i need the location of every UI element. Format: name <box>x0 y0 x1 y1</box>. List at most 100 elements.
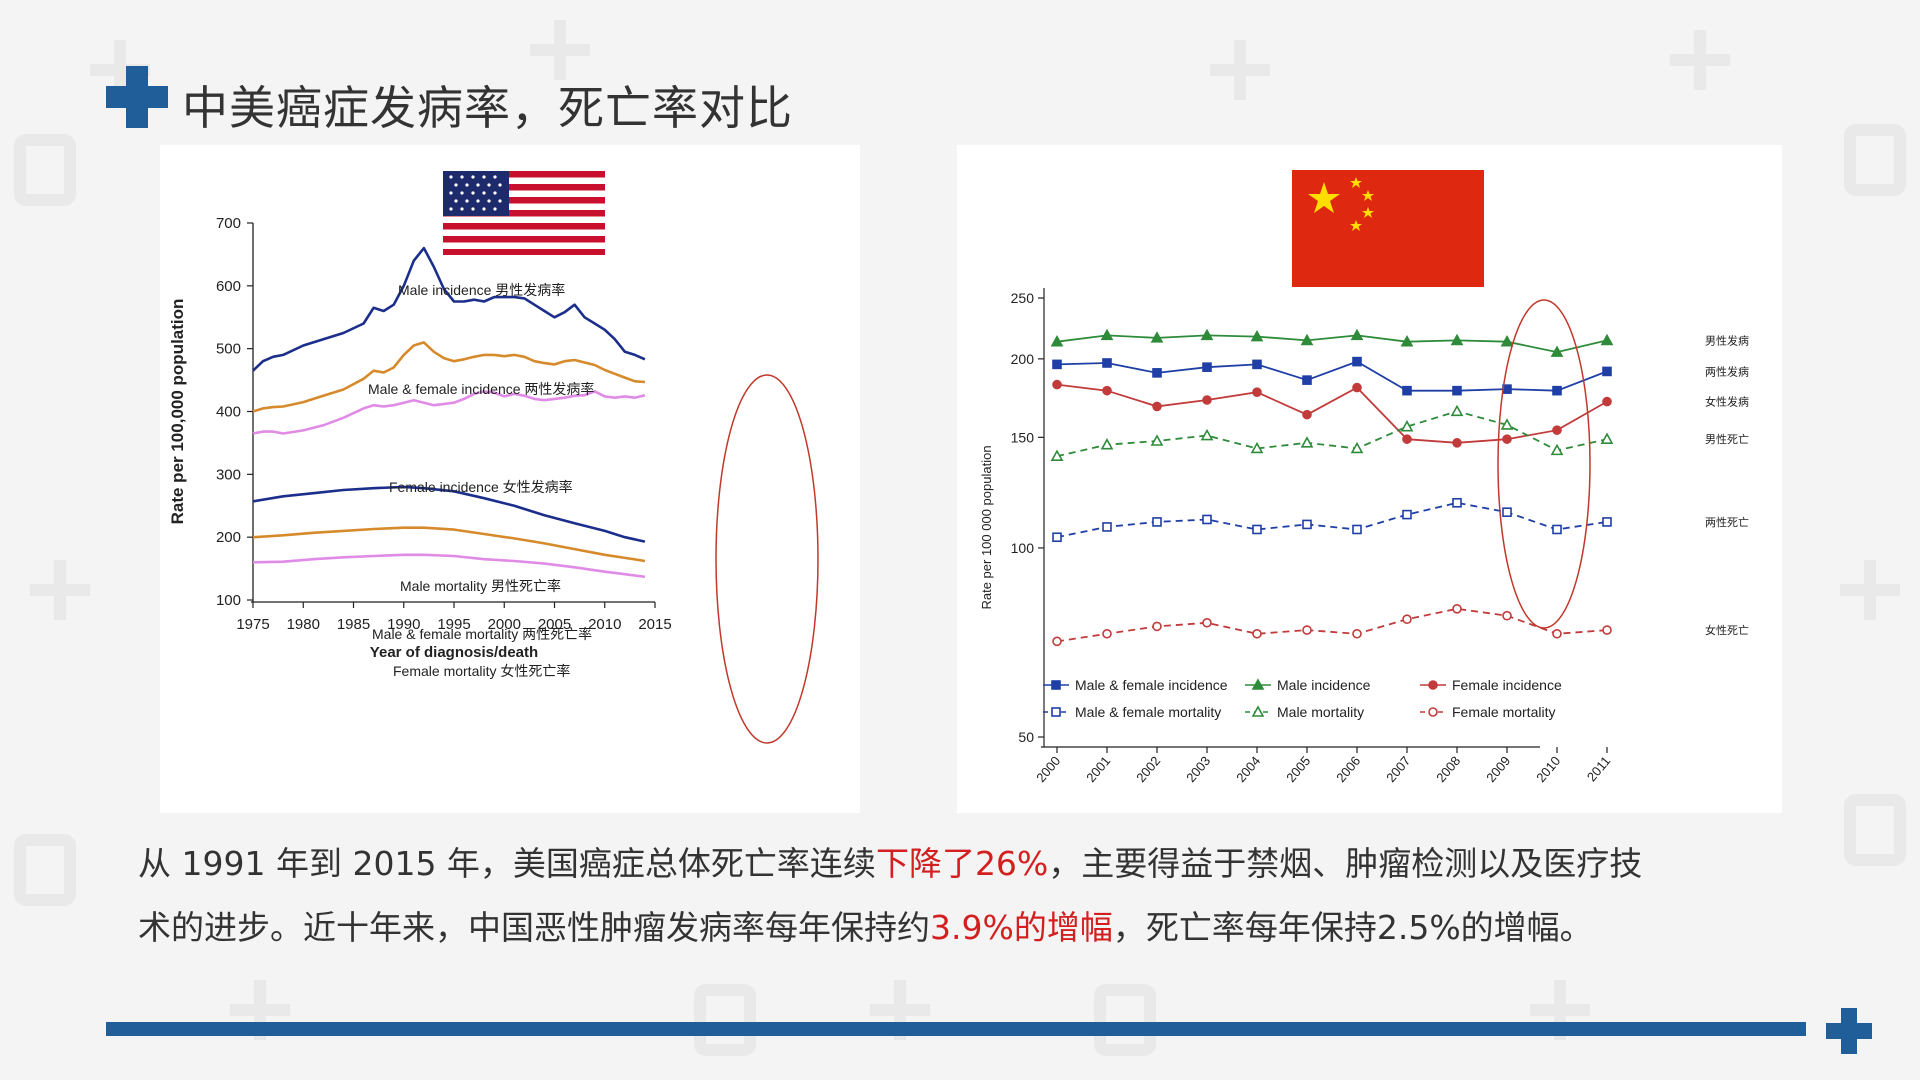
data-point <box>1502 507 1512 517</box>
series-line <box>252 390 646 435</box>
description-line-1: 从 1991 年到 2015 年，美国癌症总体死亡率连续下降了26%，主要得益于… <box>138 832 1778 896</box>
y-tick-label: 700 <box>216 215 241 232</box>
text-segment: 从 1991 年到 2015 年，美国癌症总体死亡率连续 <box>138 844 876 883</box>
data-point <box>1102 628 1112 639</box>
data-point <box>1350 328 1364 341</box>
data-point <box>1200 328 1214 341</box>
data-point <box>1251 705 1265 717</box>
series-label: Male & female incidence 两性发病率 <box>368 381 594 397</box>
y-tick-label: 100 <box>1011 540 1035 556</box>
description-line-2: 术的进步。近十年来，中国恶性肿瘤发病率每年保持约3.9%的增幅，死亡率每年保持2… <box>138 896 1778 960</box>
y-axis-label: Rate per 100 000 population <box>979 445 994 609</box>
data-point <box>1051 707 1061 717</box>
text-segment: ，主要得益于禁烟、肿瘤检测以及医疗技 <box>1048 844 1643 883</box>
series-end-label: 男性死亡 <box>1705 432 1749 446</box>
series-label: Male incidence 男性发病率 <box>398 282 565 298</box>
footer-bar <box>106 1022 1806 1036</box>
data-point <box>1052 636 1062 647</box>
data-point <box>1252 359 1262 370</box>
x-tick-label: 2000 <box>1033 753 1063 785</box>
legend-label: Male & female incidence <box>1075 677 1228 693</box>
data-point <box>1600 333 1614 346</box>
plus-icon <box>106 66 168 132</box>
data-point <box>1602 517 1612 527</box>
data-point <box>1102 385 1112 396</box>
data-point <box>1202 395 1212 405</box>
data-point <box>1100 438 1114 450</box>
x-tick-label: 2000 <box>488 616 521 633</box>
series-label: Male & female mortality 两性死亡率 <box>372 626 592 642</box>
data-point <box>1552 425 1562 435</box>
data-point <box>1050 449 1064 461</box>
us-chart-panel: 100 200 300 400 500 600 700 1975 1980 1985 1990 199… <box>160 145 860 813</box>
series-label: Female mortality 女性死亡率 <box>393 663 570 679</box>
data-point <box>1100 328 1114 341</box>
y-tick-label: 200 <box>216 529 241 546</box>
china-flag-icon <box>1292 170 1484 287</box>
data-point <box>1502 384 1512 394</box>
x-axis-label: Year of diagnosis/death <box>370 644 538 661</box>
data-point <box>1600 432 1614 444</box>
page-title: 中美癌症发病率，死亡率对比 <box>182 81 793 135</box>
china-chart-panel: 50 100 150 200 250 2000 2001 2002 2003 2004 2005 20… <box>957 145 1782 813</box>
data-point <box>1602 625 1612 635</box>
y-axis-label: Rate per 100,000 population <box>168 299 187 525</box>
series-line <box>1056 410 1608 458</box>
data-point <box>1402 434 1412 444</box>
data-point <box>1202 362 1212 372</box>
legend-label: Male & female mortality <box>1075 704 1221 720</box>
y-tick-label: 50 <box>1018 729 1034 745</box>
text-segment: 术的进步。近十年来，中国恶性肿瘤发病率每年保持约 <box>138 908 930 947</box>
data-point <box>1500 418 1514 430</box>
highlight-text: 下降了26% <box>875 844 1049 883</box>
data-point <box>1302 409 1312 420</box>
x-tick-label: 2005 <box>538 616 571 633</box>
series-label: Male mortality 男性死亡率 <box>400 578 561 594</box>
series-line <box>252 526 646 563</box>
data-point <box>1302 375 1312 385</box>
data-point <box>1300 333 1314 346</box>
data-point <box>1150 331 1164 343</box>
series-line <box>1056 383 1608 444</box>
data-point <box>1352 524 1362 535</box>
text-segment: ，死亡率每年保持2.5%的增幅。 <box>1112 908 1593 947</box>
data-point <box>1402 614 1412 625</box>
data-point <box>1450 333 1464 346</box>
x-tick-label: 2010 <box>1533 753 1563 785</box>
series-end-label: 男性发病 <box>1705 333 1749 347</box>
data-point <box>1452 438 1462 448</box>
series-line <box>1056 501 1608 539</box>
data-point <box>1602 366 1612 377</box>
series-end-label: 女性发病 <box>1705 395 1749 409</box>
data-point <box>1052 359 1062 370</box>
data-point <box>1052 532 1062 543</box>
series-end-label: 两性死亡 <box>1705 515 1749 529</box>
data-point <box>1252 628 1262 639</box>
data-point <box>1350 441 1364 454</box>
data-point <box>1152 517 1162 527</box>
data-point <box>1102 358 1112 368</box>
data-point <box>1352 628 1362 639</box>
y-tick-label: 250 <box>1011 290 1035 306</box>
data-point <box>1302 625 1312 635</box>
highlight-ellipse <box>1497 299 1591 629</box>
highlight-ellipse <box>715 374 819 744</box>
data-point <box>1452 497 1462 508</box>
plus-icon <box>1826 1008 1872 1058</box>
data-point <box>1152 621 1162 632</box>
y-tick-label: 150 <box>1011 429 1035 445</box>
x-tick-label: 2001 <box>1083 753 1113 785</box>
data-point <box>1450 404 1464 417</box>
x-tick-label: 2006 <box>1333 753 1363 785</box>
series-line <box>252 553 646 579</box>
y-tick-label: 400 <box>216 404 241 421</box>
legend-label: Male incidence <box>1277 677 1371 693</box>
x-tick-label: 1975 <box>236 616 269 633</box>
data-point <box>1428 680 1438 690</box>
series-line <box>1056 334 1608 354</box>
data-point <box>1252 524 1262 535</box>
data-point <box>1400 419 1414 432</box>
x-tick-label: 2009 <box>1483 753 1513 785</box>
data-point <box>1452 385 1462 396</box>
data-point <box>1550 443 1564 456</box>
